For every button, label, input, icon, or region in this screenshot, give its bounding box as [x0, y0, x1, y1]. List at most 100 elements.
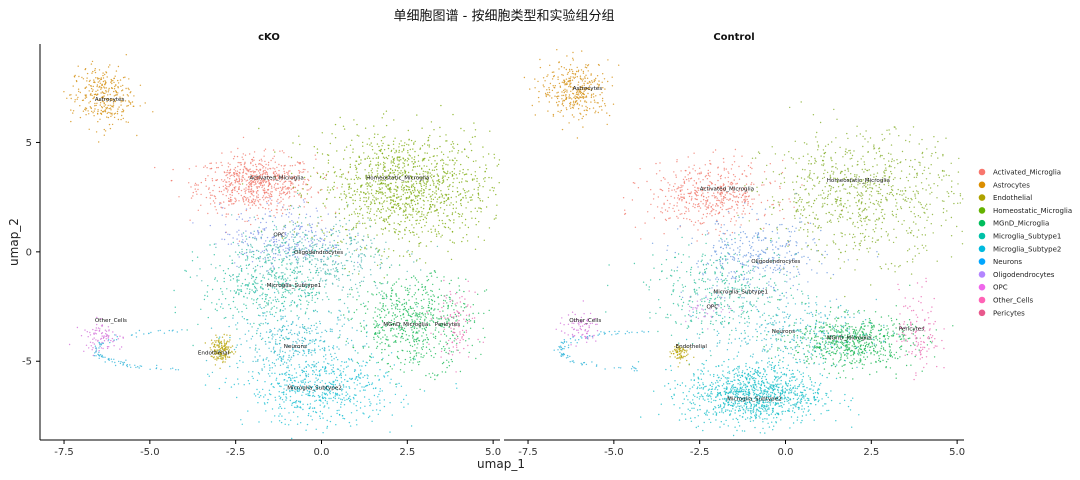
cell-point-microglia_subtype1 — [286, 286, 288, 288]
cell-point-homeostatic_microglia — [439, 202, 442, 204]
cell-point-activated_microglia — [253, 184, 255, 186]
cell-point-oligodendrocytes — [326, 235, 328, 238]
cell-point-activated_microglia — [208, 187, 210, 189]
cell-point-microglia_subtype1 — [264, 261, 266, 264]
cell-point-oligodendrocytes — [353, 268, 356, 271]
cell-point-homeostatic_microglia — [421, 231, 423, 233]
cell-point-activated_microglia — [240, 194, 242, 197]
cell-point-microglia_subtype2 — [305, 370, 308, 373]
cell-point-astrocytes — [110, 109, 112, 111]
cell-point-homeostatic_microglia — [430, 163, 433, 165]
cell-point-microglia_subtype2 — [348, 358, 350, 360]
cell-point-homeostatic_microglia — [400, 140, 402, 142]
cell-point-mgnd_microglia — [402, 309, 405, 311]
cell-point-activated_microglia — [262, 171, 264, 173]
cell-point-mgnd_microglia — [428, 298, 430, 300]
cell-point-opc — [281, 245, 283, 247]
cell-point-activated_microglia — [287, 173, 289, 175]
cell-point-homeostatic_microglia — [498, 182, 500, 184]
cell-point-mgnd_microglia — [393, 318, 395, 320]
cell-point-homeostatic_microglia — [370, 202, 373, 204]
cell-point-microglia_subtype2 — [313, 350, 315, 352]
cell-point-microglia_subtype2 — [292, 411, 295, 413]
cell-point-oligodendrocytes — [234, 251, 237, 253]
cell-point-oligodendrocytes — [334, 255, 336, 257]
cell-point-oligodendrocytes — [311, 231, 313, 234]
cell-point-oligodendrocytes — [306, 258, 309, 260]
cell-point-homeostatic_microglia — [470, 211, 472, 213]
cell-point-homeostatic_microglia — [352, 194, 354, 196]
cell-point-neurons — [330, 355, 333, 358]
cell-point-microglia_subtype1 — [261, 283, 263, 286]
cell-point-mgnd_microglia — [437, 318, 439, 320]
cell-point-homeostatic_microglia — [415, 210, 417, 212]
cell-point-mgnd_microglia — [379, 343, 381, 345]
cell-point-neurons — [250, 338, 252, 340]
cell-point-homeostatic_microglia — [404, 220, 406, 223]
cell-point-opc — [264, 228, 266, 230]
cell-point-microglia_subtype2 — [329, 390, 332, 392]
cell-point-homeostatic_microglia — [442, 159, 444, 162]
cell-point-mgnd_microglia — [398, 324, 401, 327]
cell-point-homeostatic_microglia — [395, 149, 397, 152]
cell-point-mgnd_microglia — [401, 328, 403, 331]
cell-point-homeostatic_microglia — [451, 230, 454, 233]
cell-point-activated_microglia — [194, 182, 197, 185]
cell-point-homeostatic_microglia — [461, 181, 463, 183]
cell-point-homeostatic_microglia — [395, 151, 398, 153]
cell-point-homeostatic_microglia — [421, 167, 423, 169]
cell-point-oligodendrocytes — [259, 303, 261, 306]
cell-point-mgnd_microglia — [414, 277, 417, 279]
cell-point-microglia_subtype1 — [264, 246, 266, 248]
cell-point-homeostatic_microglia — [412, 216, 414, 218]
cell-point-astrocytes — [92, 97, 94, 100]
cell-point-homeostatic_microglia — [436, 162, 438, 165]
cell-point-homeostatic_microglia — [425, 221, 428, 223]
cell-point-neurons — [278, 343, 281, 345]
cell-point-mgnd_microglia — [411, 345, 414, 348]
cell-point-neurons — [261, 307, 263, 310]
cell-point-opc — [296, 256, 299, 258]
cell-point-activated_microglia — [224, 187, 227, 189]
cell-point-oligodendrocytes — [295, 250, 297, 253]
cell-point-microglia_subtype1 — [280, 296, 283, 299]
cell-point-homeostatic_microglia — [395, 181, 397, 184]
cell-point-astrocytes — [84, 87, 86, 90]
cell-point-oligodendrocytes — [333, 239, 335, 242]
cell-point-microglia_subtype1 — [281, 294, 284, 296]
cell-point-microglia_subtype1 — [275, 276, 277, 278]
cell-point-homeostatic_microglia — [425, 177, 427, 179]
cell-point-mgnd_microglia — [381, 307, 383, 310]
cell-point-activated_microglia — [258, 182, 260, 185]
cell-point-homeostatic_microglia — [321, 132, 323, 134]
cell-point-homeostatic_microglia — [441, 165, 444, 167]
cell-point-neurons — [309, 332, 311, 335]
cell-point-neurons — [262, 359, 264, 362]
cell-point-activated_microglia — [262, 167, 264, 169]
cell-point-microglia_subtype1 — [267, 302, 269, 304]
cell-point-astrocytes — [110, 115, 112, 118]
cell-point-activated_microglia — [229, 175, 231, 177]
cell-point-neurons — [297, 334, 299, 337]
cell-point-microglia_subtype1 — [235, 292, 237, 294]
cell-point-microglia_subtype1 — [325, 273, 327, 276]
cell-point-homeostatic_microglia — [395, 185, 397, 187]
cell-point-homeostatic_microglia — [374, 181, 377, 183]
cell-point-activated_microglia — [242, 136, 245, 139]
cell-point-activated_microglia — [230, 200, 232, 203]
cell-point-neurons — [256, 330, 258, 332]
cell-point-activated_microglia — [284, 175, 286, 177]
cell-point-activated_microglia — [325, 207, 327, 209]
cell-point-microglia_subtype1 — [282, 296, 284, 298]
cell-point-microglia_subtype1 — [277, 281, 279, 283]
cell-point-homeostatic_microglia — [366, 206, 368, 208]
cell-point-activated_microglia — [234, 201, 236, 203]
cell-point-opc — [260, 237, 262, 240]
cell-point-homeostatic_microglia — [400, 172, 402, 174]
cell-point-astrocytes — [70, 94, 72, 96]
cell-point-activated_microglia — [244, 154, 247, 156]
cell-point-neurons — [295, 400, 298, 402]
cell-point-microglia_subtype2 — [230, 386, 233, 388]
cell-point-microglia_subtype2 — [293, 406, 296, 408]
cell-point-homeostatic_microglia — [413, 231, 415, 234]
